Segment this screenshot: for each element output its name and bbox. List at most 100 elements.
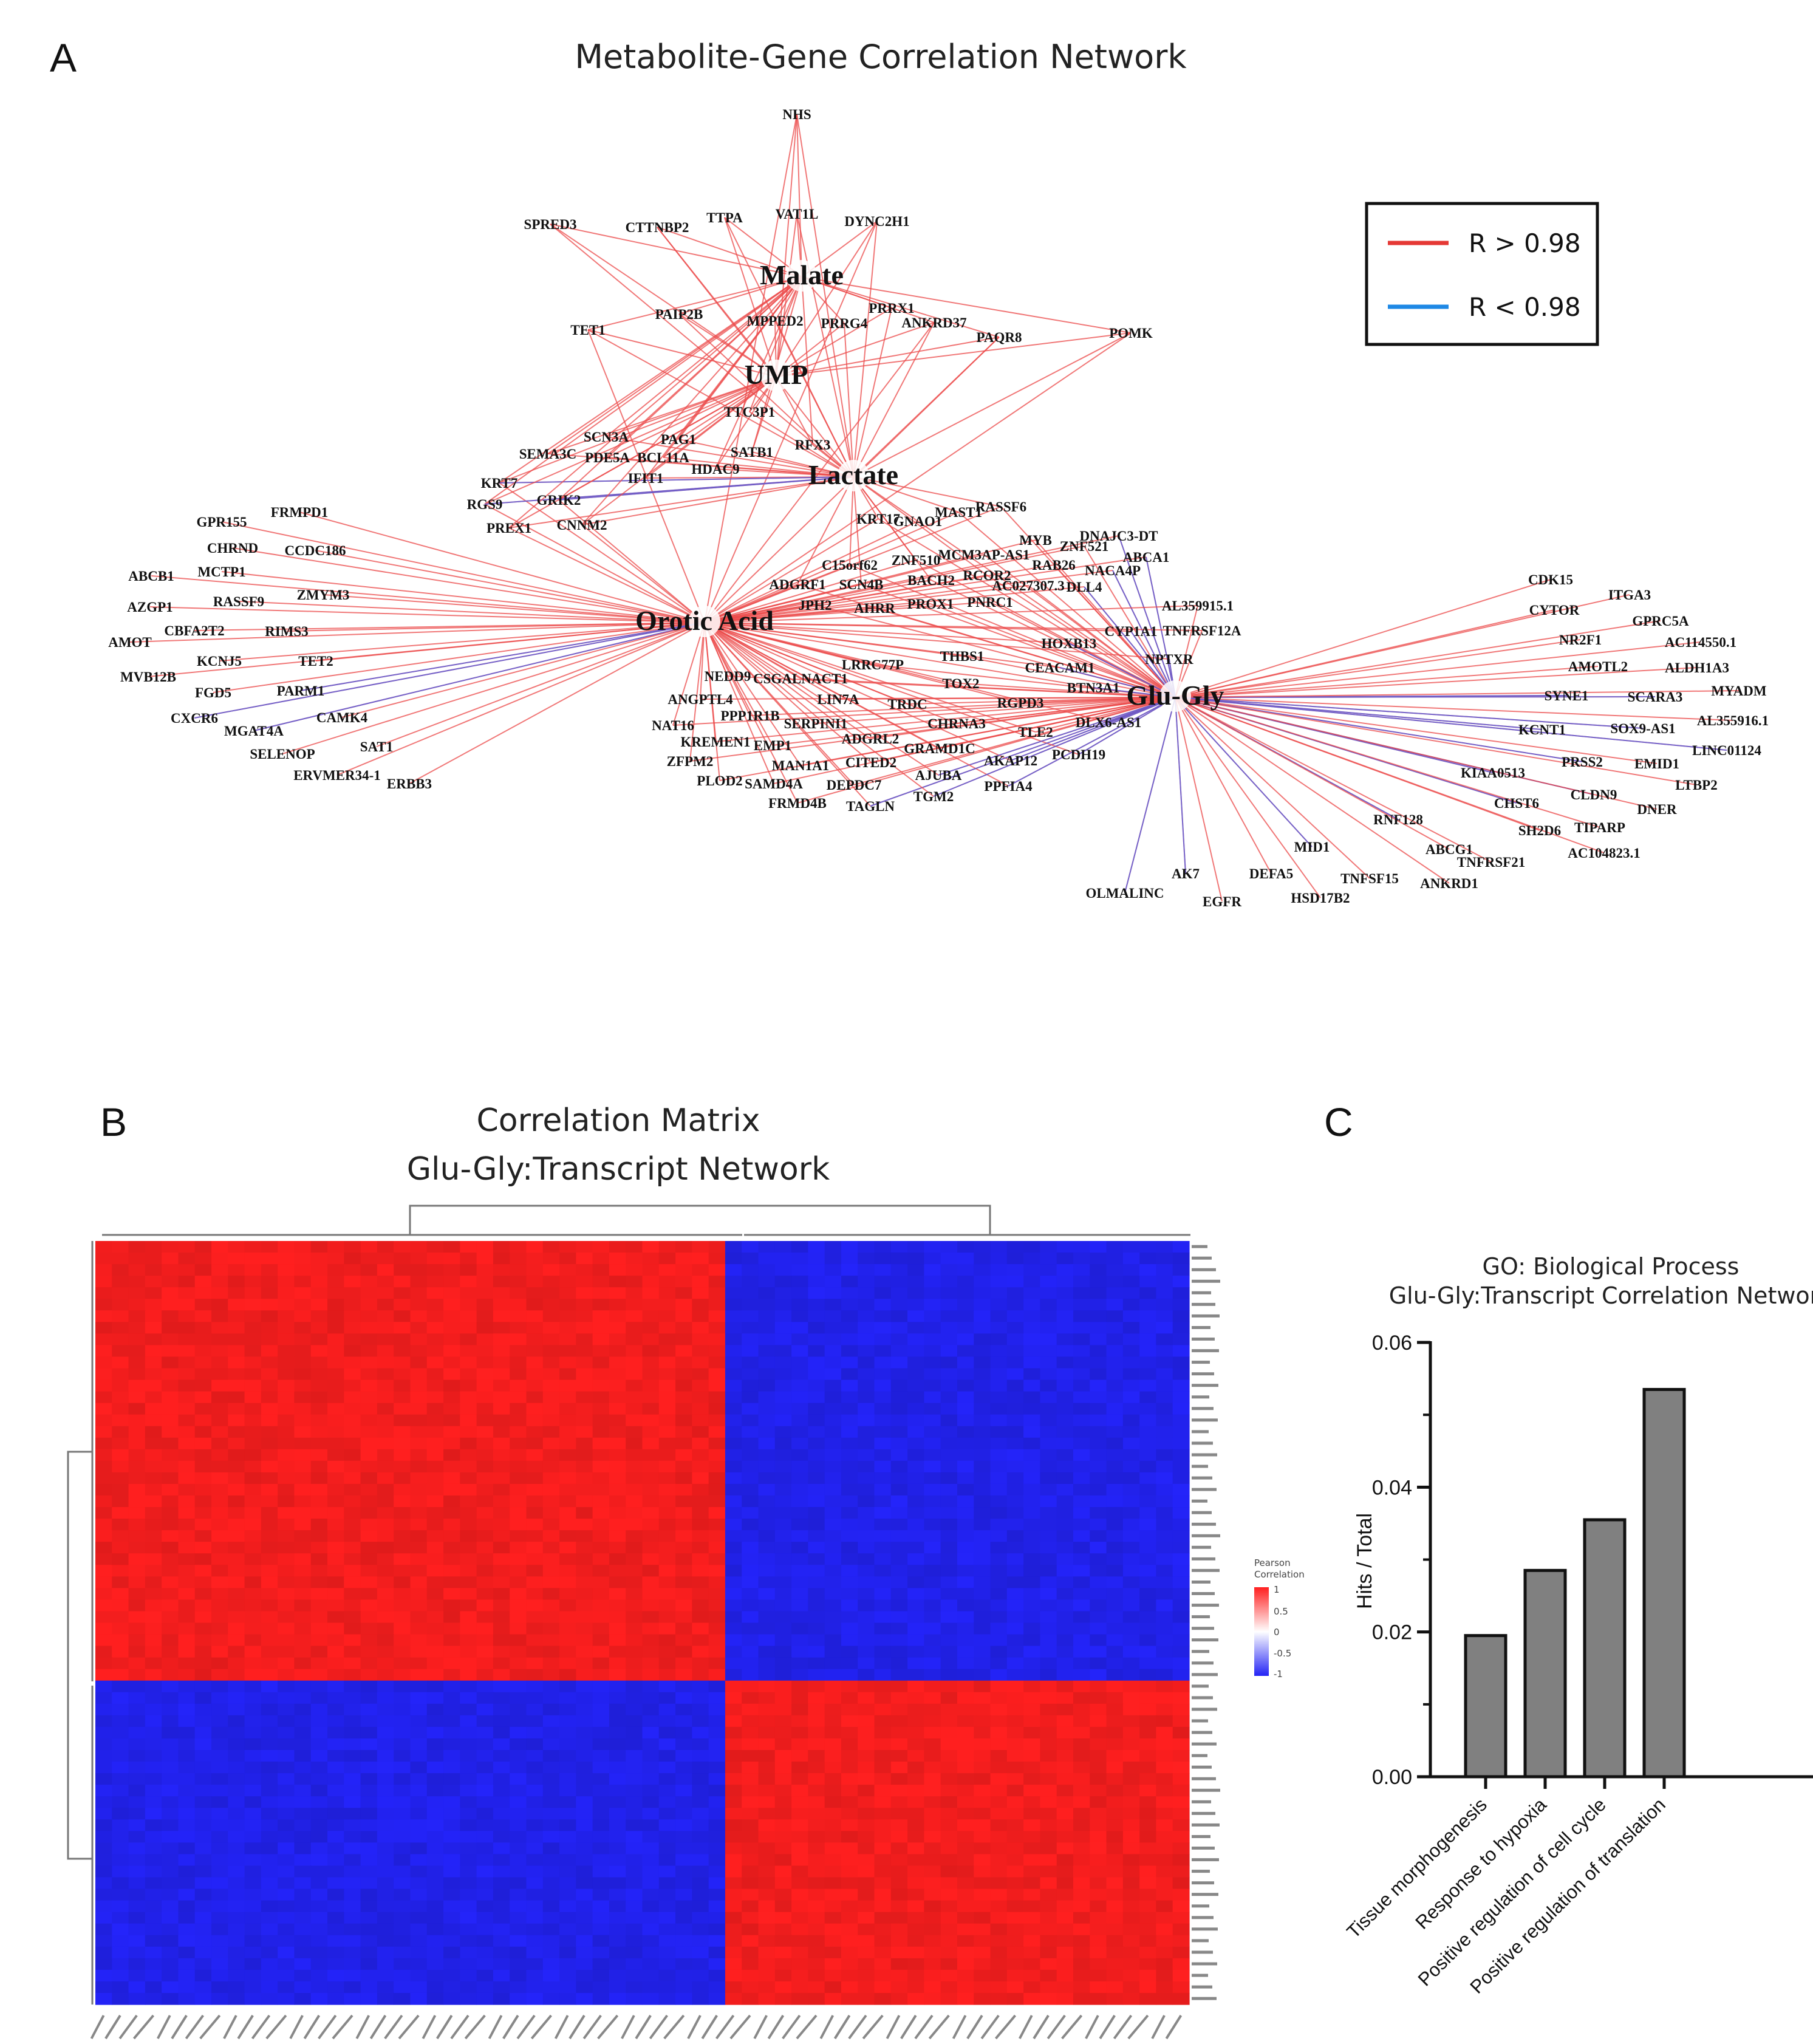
heatmap-cell — [244, 1888, 262, 1901]
heatmap-cell — [1156, 1634, 1173, 1647]
heatmap-cell — [1023, 1622, 1041, 1635]
edge-ankrd37-lactate — [853, 322, 935, 477]
heatmap-cell — [162, 1935, 179, 1947]
heatmap-cell — [725, 1796, 742, 1808]
heatmap-cell — [808, 1877, 825, 1890]
heatmap-cell — [1006, 1553, 1024, 1565]
heatmap-cell — [443, 1900, 460, 1913]
heatmap-cell — [890, 1391, 908, 1404]
heatmap-cell — [609, 1507, 626, 1519]
heatmap-cell — [244, 1657, 262, 1670]
heatmap-cell — [1139, 1680, 1157, 1693]
heatmap-cell — [542, 1530, 560, 1542]
heatmap-cell — [1122, 1264, 1140, 1276]
heatmap-cell — [742, 1472, 759, 1485]
heatmap-cell — [559, 1276, 576, 1288]
heatmap-cell — [526, 1981, 544, 1994]
heatmap-cell — [112, 1958, 129, 1971]
heatmap-cell — [344, 1264, 361, 1276]
heatmap-cell — [990, 1403, 1008, 1415]
heatmap-cell — [692, 1310, 709, 1322]
heatmap-cell — [410, 1611, 428, 1624]
heatmap-cell — [394, 1472, 411, 1485]
heatmap-cell — [1106, 1391, 1124, 1404]
heatmap-cell — [974, 1646, 991, 1658]
heatmap-row-label — [1192, 1742, 1217, 1746]
heatmap-cell — [592, 1391, 610, 1404]
heatmap-cell — [874, 1946, 892, 1959]
gene-node-gpr155: GPR155 — [196, 514, 247, 530]
heatmap-cell — [874, 1449, 892, 1461]
gene-node-pag1: PAG1 — [661, 432, 696, 447]
heatmap-cell — [974, 1831, 991, 1843]
edge-rgs9-orotic-acid — [484, 504, 705, 623]
heatmap-cell — [1156, 1356, 1173, 1369]
heatmap-cell — [327, 1449, 344, 1461]
heatmap-cell — [426, 1460, 444, 1473]
heatmap-cell — [576, 1785, 593, 1797]
heatmap-cell — [592, 1253, 610, 1265]
heatmap-cell — [310, 1414, 328, 1427]
heatmap-cell — [874, 1530, 892, 1542]
heatmap-cell — [1023, 1646, 1041, 1658]
heatmap-cell — [1156, 1368, 1173, 1381]
heatmap-cell — [824, 1634, 842, 1647]
heatmap-cell — [476, 1426, 494, 1438]
gene-node-nat16: NAT16 — [652, 718, 694, 733]
heatmap-cell — [360, 1356, 378, 1369]
heatmap-cell — [924, 1333, 941, 1346]
heatmap-cell — [95, 1310, 112, 1322]
heatmap-cell — [510, 1622, 527, 1635]
heatmap-cell — [327, 1565, 344, 1577]
heatmap-cell — [559, 1426, 576, 1438]
heatmap-cell — [1172, 1831, 1190, 1843]
heatmap-cell — [344, 1819, 361, 1831]
heatmap-cell — [112, 1322, 129, 1334]
heatmap-cell — [310, 1854, 328, 1867]
heatmap-cell — [576, 1622, 593, 1635]
heatmap-col-label — [303, 2014, 321, 2040]
heatmap-cell — [344, 1611, 361, 1624]
heatmap-cell — [426, 1796, 444, 1808]
heatmap-cell — [128, 1483, 146, 1496]
heatmap-cell — [725, 1460, 742, 1473]
heatmap-cell — [145, 1622, 162, 1635]
heatmap-cell — [692, 1576, 709, 1588]
heatmap-cell — [426, 1888, 444, 1901]
heatmap-cell — [559, 1808, 576, 1820]
heatmap-cell — [1122, 1808, 1140, 1820]
heatmap-cell — [774, 1669, 792, 1681]
heatmap-cell — [658, 1391, 676, 1404]
heatmap-cell — [924, 1877, 941, 1890]
heatmap-cell — [642, 1356, 660, 1369]
heatmap-cell — [742, 1796, 759, 1808]
heatmap-cell — [1073, 1750, 1090, 1762]
heatmap-cell — [1040, 1831, 1057, 1843]
heatmap-cell — [658, 1935, 676, 1947]
heatmap-cell — [476, 1507, 494, 1519]
edge-spred3-ump — [550, 224, 777, 377]
heatmap-cell — [294, 1958, 312, 1971]
heatmap-cell — [526, 1703, 544, 1716]
heatmap-cell — [112, 1831, 129, 1843]
heatmap-cell — [692, 1808, 709, 1820]
heatmap-cell — [145, 1819, 162, 1831]
heatmap-cell — [145, 1692, 162, 1704]
heatmap-cell — [1106, 1831, 1124, 1843]
edge-vat1l-lactate — [796, 213, 854, 477]
heatmap-cell — [1156, 1992, 1173, 2005]
heatmap-cell — [890, 1808, 908, 1820]
heatmap-cell — [443, 1773, 460, 1785]
heatmap-cell — [974, 1588, 991, 1601]
heatmap-cell — [1090, 1703, 1107, 1716]
heatmap-cell — [890, 1622, 908, 1635]
heatmap-cell — [791, 1565, 808, 1577]
heatmap-cell — [112, 1692, 129, 1704]
heatmap-cell — [360, 1368, 378, 1381]
heatmap-cell — [294, 1345, 312, 1358]
heatmap-cell — [1172, 1842, 1190, 1855]
heatmap-cell — [1073, 1819, 1090, 1831]
heatmap-cell — [559, 1576, 576, 1588]
heatmap-cell — [261, 1472, 278, 1485]
heatmap-cell — [957, 1634, 974, 1647]
